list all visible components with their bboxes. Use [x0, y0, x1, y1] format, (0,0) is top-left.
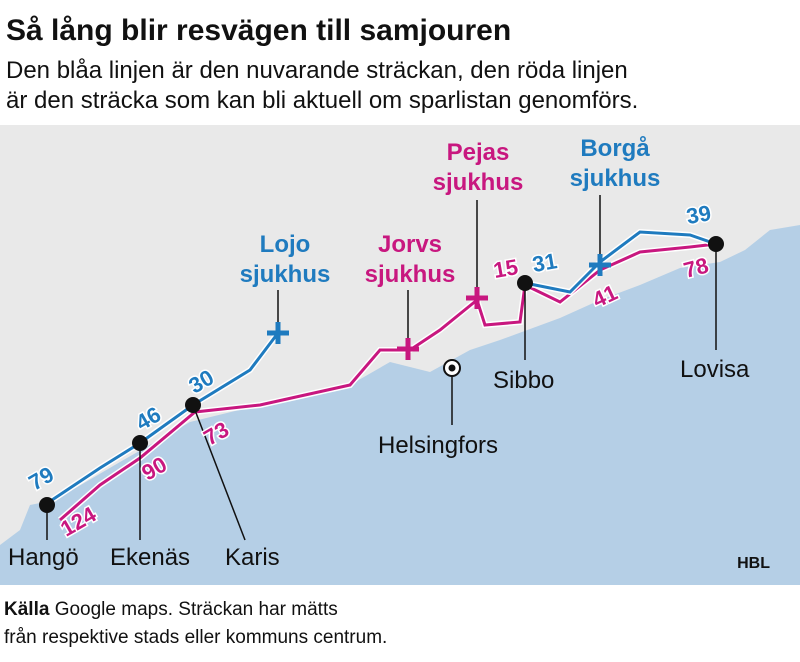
title: Så lång blir resvägen till samjouren	[6, 14, 511, 47]
town-dot	[185, 397, 201, 413]
hospital-label: Borgå	[580, 135, 650, 162]
hospital-label: sjukhus	[240, 261, 331, 288]
distance-label: 15	[491, 254, 519, 283]
town-dot	[39, 497, 55, 513]
place-label: Helsingfors	[378, 432, 498, 459]
hospital-label: sjukhus	[433, 169, 524, 196]
credit: HBL	[737, 555, 770, 572]
hospital-cross	[589, 254, 611, 276]
source: Källa Google maps. Sträckan har mätts	[4, 599, 338, 620]
hospital-cross	[397, 338, 419, 360]
place-label: Lovisa	[680, 356, 750, 383]
distance-label: 31	[530, 248, 558, 277]
town-dot	[708, 236, 724, 252]
current-route	[51, 230, 717, 502]
hospital-cross	[466, 287, 488, 309]
place-label: Sibbo	[493, 367, 554, 394]
hospital-label: sjukhus	[365, 261, 456, 288]
place-label: Ekenäs	[110, 544, 190, 571]
hospital-label: sjukhus	[570, 165, 661, 192]
town-dot	[517, 275, 533, 291]
hospital-cross	[267, 322, 289, 344]
source-label: Källa	[4, 599, 50, 620]
place-label: Karis	[225, 544, 280, 571]
city-marker	[448, 364, 456, 372]
distance-label: 39	[684, 200, 712, 229]
hospital-label: Pejas	[447, 139, 510, 166]
hospital-label: Jorvs	[378, 231, 442, 258]
place-label: Hangö	[8, 544, 79, 571]
town-dot	[132, 435, 148, 451]
subtitle: är den sträcka som kan bli aktuell om sp…	[6, 87, 638, 114]
sea	[0, 225, 800, 585]
hospital-label: Lojo	[260, 231, 311, 258]
source-text: från respektive stads eller kommuns cent…	[4, 627, 387, 648]
source-text: Google maps. Sträckan har mätts	[55, 599, 338, 620]
subtitle: Den blåa linjen är den nuvarande sträcka…	[6, 57, 628, 84]
